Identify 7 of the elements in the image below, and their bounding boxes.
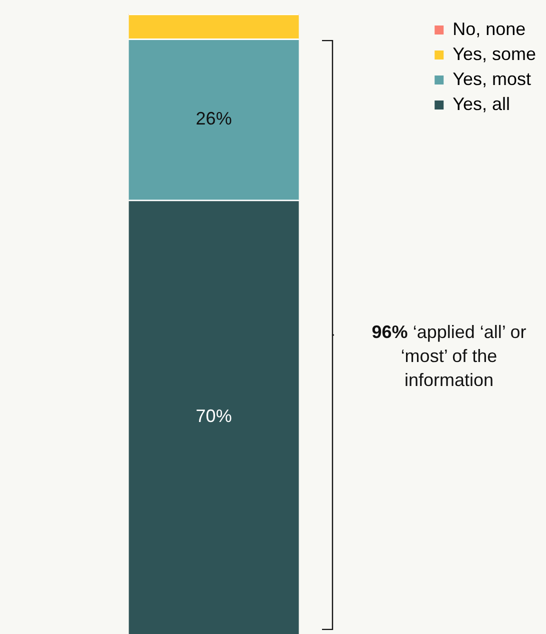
legend-label: Yes, most — [452, 68, 531, 89]
data-label: 70% — [196, 406, 232, 426]
legend-label: Yes, all — [452, 94, 510, 114]
text: 96% ‘applied ‘all’ or ‘most’ of the information — [370, 321, 528, 392]
data-label: 26% — [196, 108, 232, 128]
legend-label: No, none — [452, 18, 526, 39]
legend-label: Yes, some — [452, 44, 536, 64]
